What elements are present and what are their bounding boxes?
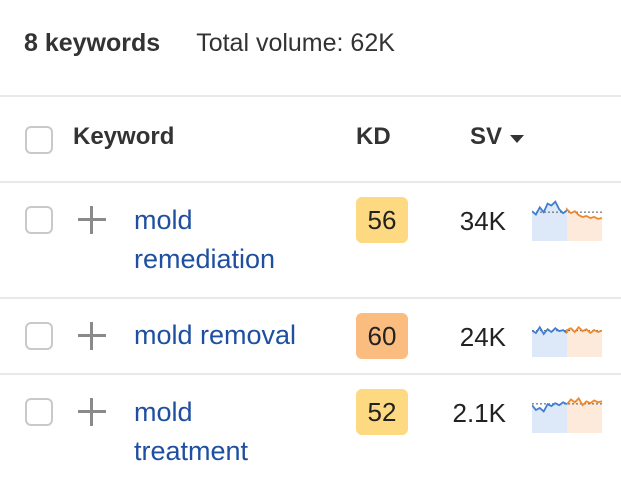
trend-area-orange [567, 209, 602, 241]
keyword-link[interactable]: mold remediation [134, 205, 276, 274]
column-header-sv[interactable]: SV [470, 123, 525, 151]
trend-line-orange [566, 396, 602, 407]
keyword-summary: 8 keywords Total volume: 62K [24, 26, 395, 60]
keyword-link[interactable]: mold removal [134, 320, 297, 350]
trend-line-orange [566, 325, 602, 335]
add-keyword-plus-icon[interactable] [78, 398, 106, 426]
trend-sparkline [532, 200, 602, 241]
trend-line-blue [532, 401, 568, 413]
keyword-link[interactable]: mold treatment [134, 397, 249, 466]
select-all-checkbox[interactable] [25, 126, 53, 154]
kd-badge: 56 [356, 197, 408, 243]
search-volume: 24K [459, 322, 506, 352]
trend-line-orange [566, 207, 602, 220]
total-volume: Total volume: 62K [196, 28, 395, 57]
row-checkbox[interactable] [25, 206, 53, 234]
divider [0, 95, 621, 97]
column-header-keyword[interactable]: Keyword [73, 123, 175, 150]
trend-area-blue [532, 201, 567, 241]
trend-sparkline [532, 396, 602, 433]
trend-area-blue [532, 402, 567, 433]
trend-area-blue [532, 327, 567, 357]
kd-badge: 60 [356, 313, 408, 359]
row-checkbox[interactable] [25, 322, 53, 350]
trend-area-orange [567, 398, 602, 433]
divider [0, 181, 621, 183]
kd-badge: 52 [356, 389, 408, 435]
sort-desc-icon [510, 134, 525, 143]
keyword-count: 8 keywords [24, 28, 161, 57]
divider [0, 373, 621, 375]
column-header-sv-label: SV [470, 123, 503, 150]
trend-line-blue [532, 325, 568, 336]
trend-line-blue [532, 200, 568, 217]
trend-sparkline [532, 325, 602, 357]
row-checkbox[interactable] [25, 398, 53, 426]
search-volume: 34K [459, 206, 506, 236]
add-keyword-plus-icon[interactable] [78, 322, 106, 350]
search-volume: 2.1K [452, 398, 507, 428]
divider [0, 297, 621, 299]
add-keyword-plus-icon[interactable] [78, 206, 106, 234]
trend-area-orange [567, 327, 602, 357]
column-header-kd[interactable]: KD [356, 123, 391, 150]
